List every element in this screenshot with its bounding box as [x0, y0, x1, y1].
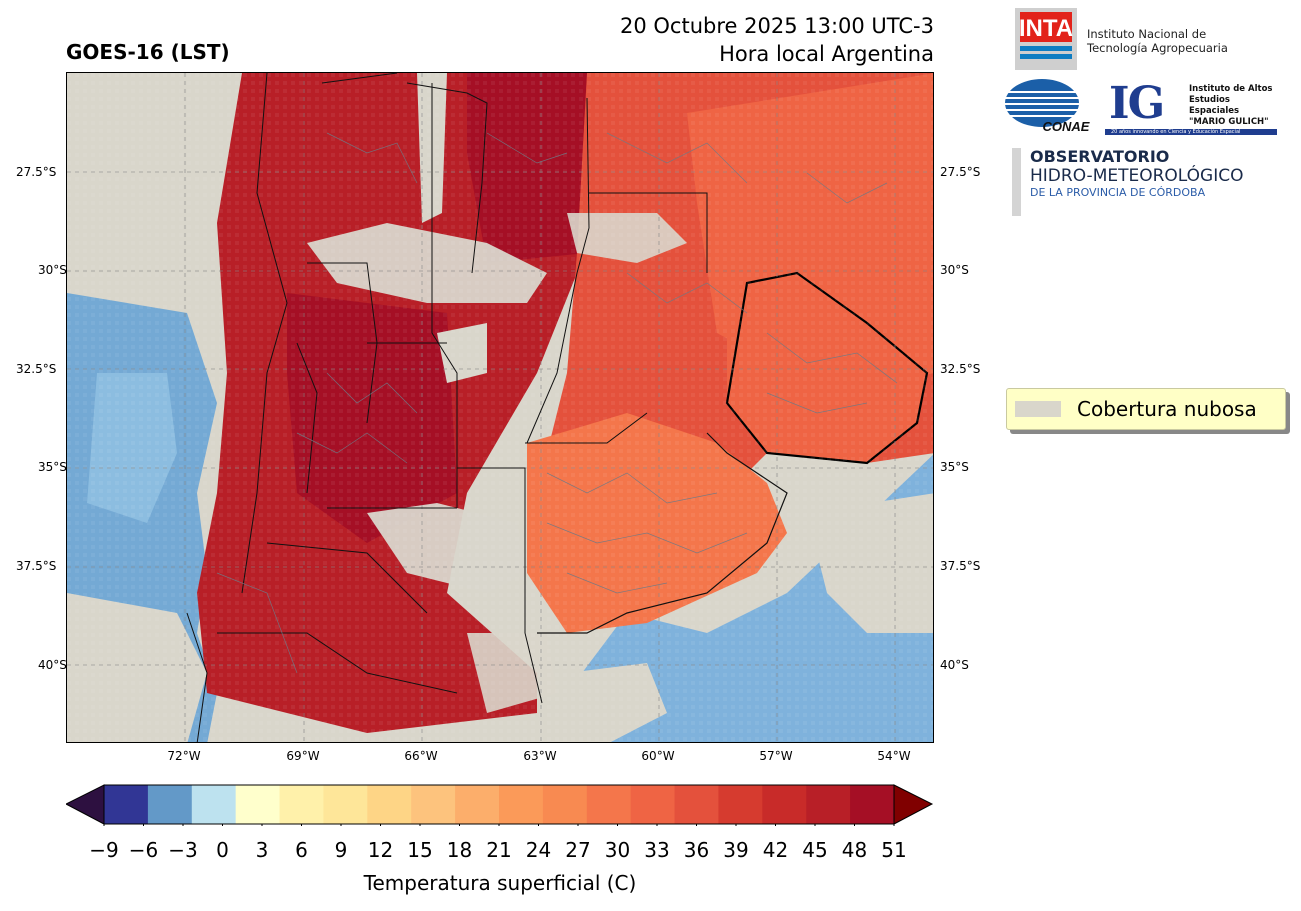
ig-name-line: Instituto de Altos: [1189, 84, 1273, 94]
colorbar-segment: [455, 785, 500, 824]
ig-name: Instituto de Altos Estudios Espaciales "…: [1189, 84, 1277, 128]
cloud-legend: Cobertura nubosa: [1006, 388, 1286, 430]
inta-name-line: Tecnología Agropecuaria: [1087, 41, 1228, 55]
datetime-line: 20 Octubre 2025 13:00 UTC-3: [620, 14, 934, 38]
lon-label: 66°W: [404, 749, 438, 763]
colorbar-segment: [762, 785, 807, 824]
colorbar-segment: [806, 785, 851, 824]
map-title: GOES-16 (LST): [66, 40, 230, 64]
colorbar-tick-label: 27: [565, 838, 591, 862]
colorbar-segment: [411, 785, 456, 824]
map-svg: [67, 73, 933, 742]
lon-label: 57°W: [759, 749, 793, 763]
ig-tagline: 20 años innovando en Ciencia y Educación…: [1111, 129, 1241, 135]
inta-logo: INTA: [1015, 8, 1077, 74]
colorbar-segment: [279, 785, 324, 824]
observatorio-line: HIDRO-METEOROLÓGICO: [1030, 166, 1244, 186]
colorbar-over-arrow: [893, 784, 934, 825]
lat-label-left: 37.5°S: [16, 559, 57, 573]
colorbar-tick-label: 36: [683, 838, 710, 862]
lat-label-right: 37.5°S: [940, 559, 981, 573]
lat-label-left: 40°S: [38, 658, 67, 672]
lat-label-right: 27.5°S: [940, 165, 981, 179]
svg-text:CONAE: CONAE: [1043, 119, 1090, 134]
ig-mark: IG: [1109, 78, 1165, 129]
lst-map: [66, 72, 934, 743]
conae-logo: CONAE: [1004, 78, 1094, 138]
department-borders: [216, 132, 898, 674]
colorbar-tick-label: 21: [486, 838, 512, 862]
colorbar-tick-label: 42: [762, 838, 789, 862]
colorbar-tick-label: 18: [446, 838, 473, 862]
lon-label: 69°W: [286, 749, 320, 763]
colorbar-segment: [323, 785, 368, 824]
inta-name-line: Instituto Nacional de: [1087, 27, 1207, 41]
lat-label-left: 30°S: [38, 263, 67, 277]
cloud-legend-label: Cobertura nubosa: [1077, 397, 1257, 421]
province-borders: [186, 73, 708, 742]
colorbar-tick-label: −3: [168, 838, 198, 862]
colorbar-tick-label: −9: [89, 838, 119, 862]
lat-label-right: 40°S: [940, 658, 969, 672]
colorbar-segment: [850, 785, 895, 824]
colorbar-tick-label: 12: [367, 838, 394, 862]
colorbar-segment: [586, 785, 632, 824]
colorbar-segment: [147, 785, 193, 824]
inta-name: Instituto Nacional de Tecnología Agropec…: [1087, 27, 1228, 55]
colorbar-tick-label: 3: [255, 838, 269, 862]
timezone-line: Hora local Argentina: [719, 42, 934, 66]
lat-label-right: 32.5°S: [940, 362, 981, 376]
colorbar-tick-label: 30: [604, 838, 631, 862]
lat-label-left: 32.5°S: [16, 362, 57, 376]
coastline: [537, 432, 788, 634]
lon-label: 54°W: [877, 749, 911, 763]
graticule: [67, 73, 933, 742]
colorbar-tick-label: 0: [216, 838, 229, 862]
colorbar-segments: [104, 785, 895, 824]
colorbar-label: Temperatura superficial (C): [363, 871, 637, 895]
ig-name-line: "MARIO GULICH": [1189, 117, 1269, 127]
observatorio-line: DE LA PROVINCIA DE CÓRDOBA: [1030, 186, 1206, 199]
colorbar-tick-label: 51: [881, 838, 907, 862]
datetime-title: 20 Octubre 2025 13:00 UTC-3 Hora local A…: [620, 12, 934, 68]
lat-label-right: 30°S: [940, 263, 969, 277]
colorbar-tick-label: 6: [295, 838, 308, 862]
colorbar-tick-label: 39: [723, 838, 749, 862]
colorbar-under-arrow: [66, 784, 105, 825]
colorbar-tick-label: 9: [334, 838, 348, 862]
colorbar-segment: [499, 785, 544, 824]
colorbar-segment: [674, 785, 719, 824]
observatorio-line: OBSERVATORIO: [1030, 147, 1170, 166]
lat-label-left: 27.5°S: [16, 165, 57, 179]
lat-label-left: 35°S: [38, 460, 67, 474]
colorbar-tick-marks: [103, 824, 895, 826]
lon-label: 60°W: [641, 749, 675, 763]
colorbar-tick-label: 33: [644, 838, 670, 862]
ig-name-line: Estudios Espaciales: [1189, 95, 1240, 116]
colorbar-segment: [718, 785, 763, 824]
colorbar-segment: [191, 785, 237, 824]
colorbar-segment: [630, 785, 676, 824]
colorbar-segment: [367, 785, 412, 824]
colorbar-segment: [235, 785, 281, 824]
lat-label-right: 35°S: [940, 460, 969, 474]
svg-text:INTA: INTA: [1019, 15, 1073, 42]
colorbar-segment: [104, 785, 149, 824]
colorbar: [66, 784, 934, 826]
colorbar-segment: [542, 785, 588, 824]
colorbar-tick-label: 24: [525, 838, 552, 862]
lon-label: 72°W: [167, 749, 201, 763]
colorbar-tick-label: 15: [407, 838, 433, 862]
colorbar-tick-label: −6: [128, 838, 159, 862]
ig-logo: IG Instituto de Altos Estudios Espaciale…: [1105, 78, 1277, 135]
cloud-swatch: [1015, 401, 1061, 417]
lon-label: 63°W: [523, 749, 557, 763]
colorbar-tick-label: 45: [802, 838, 828, 862]
observatorio-logo: OBSERVATORIO HIDRO-METEOROLÓGICO DE LA P…: [1012, 148, 1243, 216]
colorbar-tick-label: 48: [841, 838, 868, 862]
